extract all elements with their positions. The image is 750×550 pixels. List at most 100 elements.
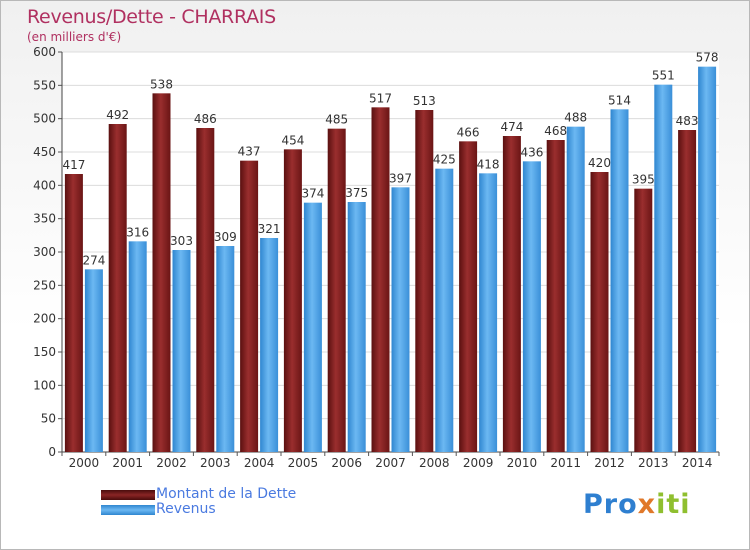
bar-debt xyxy=(459,141,478,453)
x-tick-label: 2008 xyxy=(419,456,450,470)
proxiti-logo: Proxiti xyxy=(583,489,691,520)
x-tick-label: 2002 xyxy=(156,456,187,470)
data-label-debt: 486 xyxy=(194,112,217,126)
data-label-revenue: 316 xyxy=(126,225,149,239)
data-label-revenue: 436 xyxy=(520,145,543,159)
legend-label-debt: Montant de la Dette xyxy=(156,486,297,502)
bar-debt xyxy=(283,149,302,453)
data-label-revenue: 321 xyxy=(258,222,281,236)
bar-debt xyxy=(502,136,521,452)
data-label-revenue: 418 xyxy=(477,157,500,171)
y-tick-label: 500 xyxy=(33,112,56,126)
data-label-revenue: 309 xyxy=(214,230,237,244)
legend-label-revenue: Revenus xyxy=(156,501,216,517)
bar-revenue xyxy=(698,66,717,453)
bar-debt xyxy=(678,130,697,452)
x-tick-label: 2003 xyxy=(200,456,231,470)
bar-revenue xyxy=(84,269,103,452)
y-tick-label: 550 xyxy=(33,78,56,92)
data-label-debt: 538 xyxy=(150,77,173,91)
data-label-debt: 485 xyxy=(325,113,348,127)
y-tick-label: 400 xyxy=(33,178,56,192)
legend-swatch-debt xyxy=(101,490,155,500)
bar-debt xyxy=(152,93,171,452)
x-tick-label: 2001 xyxy=(112,456,143,470)
x-tick-label: 2004 xyxy=(244,456,275,470)
data-label-debt: 483 xyxy=(676,114,699,128)
axes: 0 50 100 150 200 250 300 350 400 450 500 550 600 2000… xyxy=(33,45,720,470)
bar-revenue xyxy=(260,238,279,452)
data-label-debt: 474 xyxy=(500,120,523,134)
bars xyxy=(64,66,717,453)
bar-revenue xyxy=(391,187,410,453)
data-labels: 417 274 492 316 538 303 486 309 437 321 454 374 485 3… xyxy=(62,51,718,268)
x-tick-label: 2014 xyxy=(682,456,713,470)
bar-debt xyxy=(546,140,565,452)
data-label-revenue: 274 xyxy=(82,253,105,267)
y-tick-label: 50 xyxy=(41,412,56,426)
y-tick-label: 200 xyxy=(33,312,56,326)
data-label-revenue: 578 xyxy=(696,51,719,65)
logo-part-2: x xyxy=(637,489,657,520)
x-tick-label: 2013 xyxy=(638,456,669,470)
data-label-debt: 468 xyxy=(544,124,567,138)
data-label-debt: 466 xyxy=(457,125,480,139)
x-tick-label: 2005 xyxy=(288,456,319,470)
x-tick-label: 2006 xyxy=(331,456,362,470)
y-tick-label: 600 xyxy=(33,45,56,59)
data-label-revenue: 397 xyxy=(389,171,412,185)
x-tick-label: 2012 xyxy=(594,456,625,470)
bar-revenue xyxy=(128,241,147,452)
bar-debt xyxy=(590,172,609,452)
data-label-debt: 420 xyxy=(588,156,611,170)
chart-title: Revenus/Dette - CHARRAIS xyxy=(27,6,276,28)
data-label-debt: 492 xyxy=(106,108,129,122)
y-tick-label: 300 xyxy=(33,245,56,259)
data-label-revenue: 303 xyxy=(170,234,193,248)
bar-revenue xyxy=(654,84,673,453)
x-tick-label: 2010 xyxy=(507,456,538,470)
bar-revenue xyxy=(522,161,541,453)
x-tick-label: 2007 xyxy=(375,456,406,470)
data-label-revenue: 551 xyxy=(652,69,675,83)
x-tick-label: 2009 xyxy=(463,456,494,470)
data-label-debt: 395 xyxy=(632,173,655,187)
legend-swatch-revenue xyxy=(101,505,155,515)
bar-revenue xyxy=(566,126,585,453)
bar-revenue xyxy=(479,173,498,453)
bar-revenue xyxy=(435,168,454,452)
bar-revenue xyxy=(610,109,629,452)
data-label-debt: 517 xyxy=(369,91,392,105)
bar-revenue xyxy=(172,250,191,452)
data-label-debt: 437 xyxy=(238,145,261,159)
y-tick-label: 350 xyxy=(33,212,56,226)
data-label-revenue: 514 xyxy=(608,93,631,107)
bar-revenue xyxy=(303,202,322,452)
bar-debt xyxy=(327,128,346,452)
data-label-revenue: 488 xyxy=(564,111,587,125)
bar-debt xyxy=(64,174,83,452)
bar-debt xyxy=(415,110,434,452)
bar-revenue xyxy=(347,202,366,452)
logo-part-3: iti xyxy=(656,489,691,520)
x-tick-label: 2000 xyxy=(69,456,100,470)
bar-debt xyxy=(371,107,390,452)
data-label-revenue: 425 xyxy=(433,153,456,167)
data-label-revenue: 374 xyxy=(301,187,324,201)
y-tick-label: 150 xyxy=(33,345,56,359)
bar-debt xyxy=(108,124,127,452)
y-tick-label: 450 xyxy=(33,145,56,159)
bar-debt xyxy=(240,160,259,452)
data-label-debt: 417 xyxy=(62,158,85,172)
data-label-debt: 513 xyxy=(413,94,436,108)
logo-part-1: Pro xyxy=(583,489,638,520)
data-label-debt: 454 xyxy=(281,133,304,147)
x-tick-label: 2011 xyxy=(550,456,581,470)
bar-debt xyxy=(634,188,653,452)
bar-debt xyxy=(196,128,215,452)
grid-lines xyxy=(62,51,719,453)
y-tick-label: 100 xyxy=(33,378,56,392)
bar-revenue xyxy=(216,246,235,452)
